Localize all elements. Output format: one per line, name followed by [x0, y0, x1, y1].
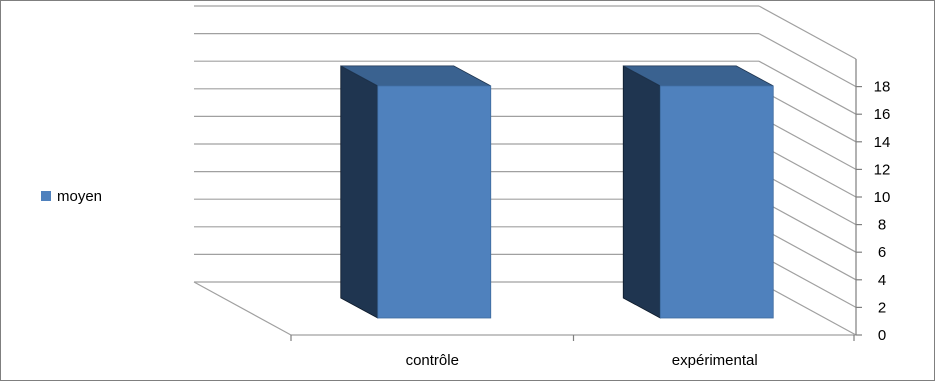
- bar: [377, 85, 492, 319]
- side-gridline: [758, 171, 857, 226]
- side-gridline: [758, 281, 857, 336]
- side-gridline: [758, 253, 857, 308]
- y-tick-label: 8: [878, 217, 886, 234]
- side-gridline: [758, 88, 857, 143]
- side-gridline: [758, 60, 857, 115]
- y-tick-label: 12: [874, 161, 891, 178]
- y-tick-label: 6: [878, 244, 886, 261]
- legend-label-moyen: moyen: [57, 188, 102, 205]
- y-tick-label: 14: [874, 134, 891, 151]
- side-gridline: [758, 33, 857, 88]
- y-tick-label: 0: [878, 327, 886, 344]
- bar: [659, 85, 774, 319]
- side-gridline: [758, 115, 857, 170]
- y-tick-label: 18: [874, 79, 891, 96]
- floor-left-edge: [193, 281, 292, 336]
- bar-side-face: [340, 65, 379, 319]
- side-gridline: [758, 198, 857, 253]
- y-tick-label: 16: [874, 106, 891, 123]
- x-tick-label: expérimental: [672, 352, 758, 369]
- side-gridline: [758, 5, 857, 60]
- legend-swatch-moyen: [41, 191, 51, 201]
- axes: 0 2 4 6 8 10 12 14 16 18 contrôle expérimental: [290, 59, 891, 369]
- side-gridline: [758, 226, 857, 281]
- x-tick-label: contrôle: [406, 352, 459, 369]
- y-tick-label: 4: [878, 272, 886, 289]
- y-tick-label: 10: [874, 189, 891, 206]
- y-tick-label: 2: [878, 299, 886, 316]
- bars: [340, 65, 774, 319]
- side-gridline: [758, 143, 857, 198]
- legend: moyen: [41, 188, 102, 205]
- bar-side-face: [622, 65, 661, 319]
